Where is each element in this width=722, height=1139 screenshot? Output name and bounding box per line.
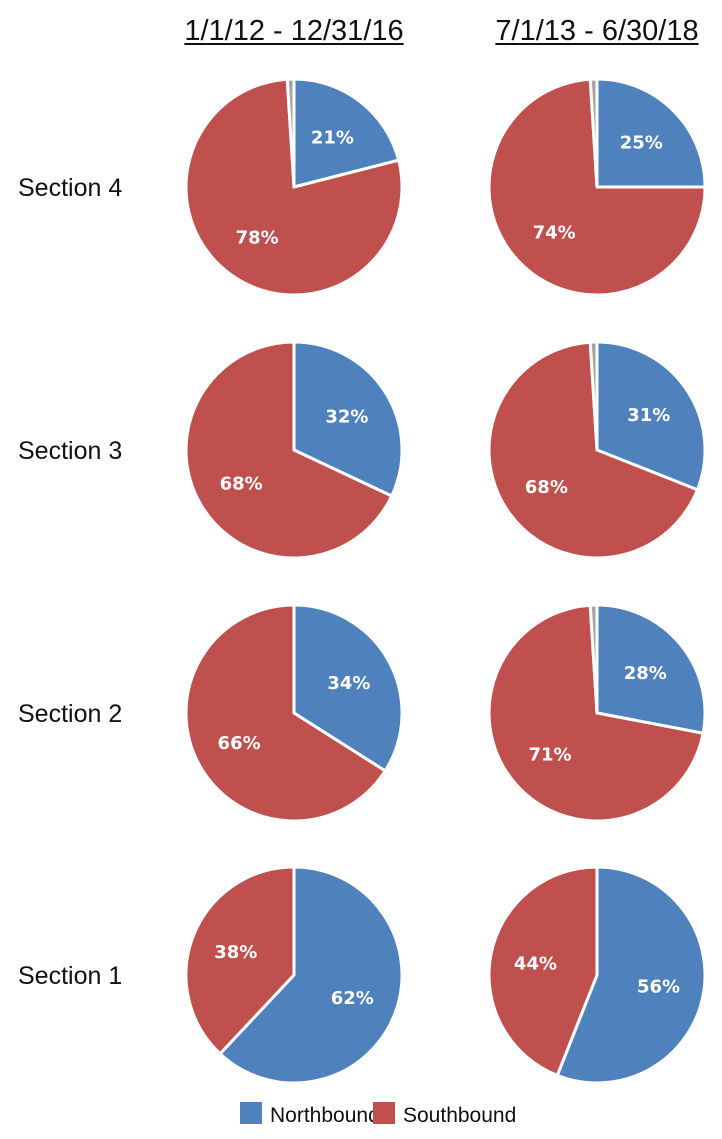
pie-data-label: 34% bbox=[327, 673, 370, 694]
row-labels: Section 4 Section 3 Section 2 Section 1 bbox=[18, 174, 122, 990]
pie-slice-southbound bbox=[487, 865, 599, 1077]
pie-section-2-col-1: 34% 66% bbox=[184, 603, 404, 823]
pie-section-3-col-1: 32% 68% bbox=[184, 340, 404, 560]
row-label-section-2: Section 2 bbox=[18, 700, 122, 728]
pie-data-label: 68% bbox=[220, 474, 263, 495]
legend-item-southbound: Southbound bbox=[373, 1102, 516, 1127]
pie-data-label: 21% bbox=[311, 128, 354, 149]
row-label-section-3: Section 3 bbox=[18, 437, 122, 465]
pie-data-label: 44% bbox=[514, 953, 557, 974]
pie-data-label: 62% bbox=[331, 988, 374, 1009]
pie-data-label: 32% bbox=[325, 406, 368, 427]
pie-section-1-col-1: 62% 38% bbox=[184, 865, 404, 1085]
row-label-section-1: Section 1 bbox=[18, 962, 122, 990]
pie-slice-southbound bbox=[184, 603, 387, 823]
pie-slice-northbound bbox=[555, 865, 707, 1085]
pie-slice-northbound bbox=[595, 603, 707, 735]
column-header-1: 1/1/12 - 12/31/16 bbox=[184, 15, 403, 47]
pie-data-label: 28% bbox=[624, 663, 667, 684]
pie-slice-northbound bbox=[595, 77, 707, 189]
row-label-section-4: Section 4 bbox=[18, 174, 122, 202]
pie-data-label: 74% bbox=[533, 223, 576, 244]
pies: 21% 78% 25% 74% 32% 68% 31% 68% 34% 66% 28% 71% 62% 3… bbox=[184, 77, 707, 1085]
pie-data-label: 31% bbox=[627, 405, 670, 426]
pie-slice-other bbox=[588, 603, 599, 715]
pie-slice-northbound bbox=[595, 340, 707, 492]
pie-slice-southbound bbox=[184, 865, 296, 1056]
pie-slice-southbound bbox=[184, 340, 394, 560]
pie-section-4-col-1: 21% 78% bbox=[184, 77, 404, 297]
pie-slice-northbound bbox=[292, 340, 404, 498]
pie-section-1-col-2: 56% 44% bbox=[487, 865, 707, 1085]
pie-slice-other bbox=[588, 77, 599, 189]
pie-data-label: 25% bbox=[620, 133, 663, 154]
pie-section-4-col-2: 25% 74% bbox=[487, 77, 707, 297]
legend-swatch bbox=[240, 1102, 262, 1124]
pie-data-label: 71% bbox=[528, 744, 571, 765]
pie-slice-northbound bbox=[292, 77, 401, 189]
legend-label: Northbound bbox=[270, 1104, 380, 1127]
legend-label: Southbound bbox=[403, 1104, 516, 1127]
legend-swatch bbox=[373, 1102, 395, 1124]
pie-data-label: 78% bbox=[236, 228, 279, 249]
pie-slice-other bbox=[588, 340, 599, 452]
pie-data-label: 66% bbox=[218, 733, 261, 754]
legend-item-northbound: Northbound bbox=[240, 1102, 380, 1127]
pie-data-label: 56% bbox=[637, 977, 680, 998]
pie-data-label: 68% bbox=[525, 477, 568, 498]
pie-slice-southbound bbox=[487, 340, 699, 560]
column-headers: 1/1/12 - 12/31/16 7/1/13 - 6/30/18 bbox=[184, 15, 699, 47]
column-header-2: 7/1/13 - 6/30/18 bbox=[495, 15, 698, 47]
pie-section-3-col-2: 31% 68% bbox=[487, 340, 707, 560]
pie-slice-northbound bbox=[218, 865, 404, 1085]
pie-section-2-col-2: 28% 71% bbox=[487, 603, 707, 823]
legend: Northbound Southbound bbox=[240, 1102, 516, 1127]
pie-data-label: 38% bbox=[214, 942, 257, 963]
pie-slice-other bbox=[285, 77, 296, 189]
